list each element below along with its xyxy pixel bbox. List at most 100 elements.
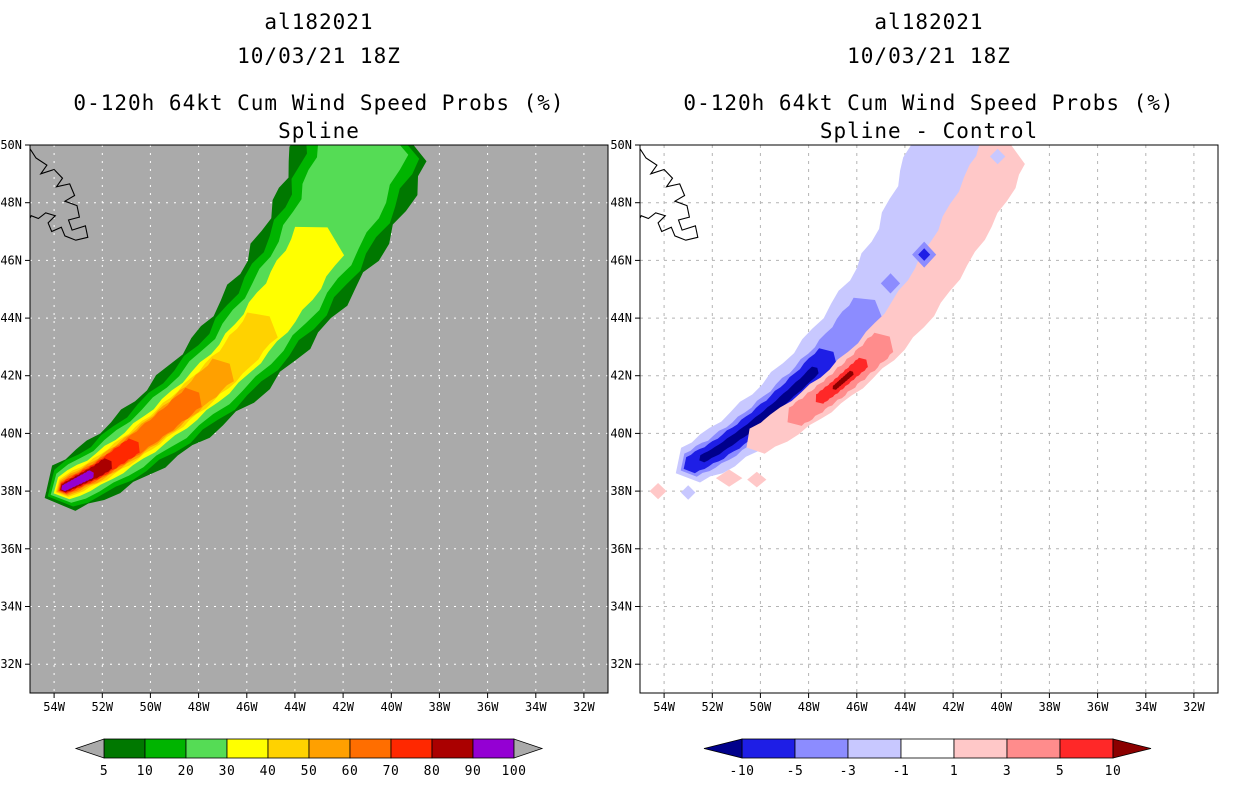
right-shaded-fields: [649, 145, 1025, 500]
left-shaded-fields: [44, 145, 427, 511]
difference-spot: [747, 471, 767, 488]
colorbar-label: 50: [301, 764, 318, 779]
colorbar-segment: [267, 738, 310, 759]
colorbar-label: -3: [840, 764, 857, 779]
colorbar-label: 80: [424, 764, 441, 779]
lon-tick-label: 42W: [332, 700, 354, 714]
right-colorbar: -10 -5 -3 -1 1 3 5 10: [703, 738, 1152, 779]
lat-tick-label: 36N: [0, 542, 22, 556]
lon-tick-label: 34W: [525, 700, 547, 714]
lat-tick-label: 50N: [0, 138, 22, 152]
right-storm-id: al182021: [874, 10, 983, 34]
colorbar-label: 30: [219, 764, 236, 779]
lon-tick-label: 36W: [477, 700, 499, 714]
lon-tick-label: 50W: [140, 700, 162, 714]
colorbar-label: 60: [342, 764, 359, 779]
lat-tick-label: 34N: [0, 600, 22, 614]
colorbar-label: 10: [137, 764, 154, 779]
lon-tick-label: 32W: [1183, 700, 1205, 714]
colorbar-below-arrow: [74, 738, 105, 759]
right-map-border: [639, 144, 1219, 694]
lat-tick-label: 40N: [610, 426, 632, 440]
left-storm-id: al182021: [264, 10, 373, 34]
colorbar-label: 40: [260, 764, 277, 779]
left-axis: 50N 48N 46N 44N 42N 40N 38N 36N 34N 32N 54W 52W 50W 4…: [0, 138, 595, 714]
colorbar-label: 1: [950, 764, 958, 779]
difference-spot: [989, 148, 1006, 165]
colorbar-segment: [900, 738, 955, 759]
left-colorbar: 5 10 20 30 40 50 60 70 80 90 100: [74, 738, 544, 779]
difference-spot: [715, 469, 743, 487]
lat-tick-label: 44N: [0, 311, 22, 325]
lat-tick-label: 36N: [610, 542, 632, 556]
colorbar-segment: [953, 738, 1008, 759]
probability-swath-band-30: [53, 226, 345, 500]
lon-tick-label: 34W: [1135, 700, 1157, 714]
left-datetime: 10/03/21 18Z: [237, 44, 401, 68]
colorbar-segment: [1059, 738, 1114, 759]
colorbar-label: -10: [730, 764, 755, 779]
lon-tick-label: 50W: [750, 700, 772, 714]
left-map: 50N 48N 46N 44N 42N 40N 38N 36N 34N 32N 54W 52W 50W 4…: [0, 138, 609, 714]
lat-tick-label: 40N: [0, 426, 22, 440]
lat-tick-label: 46N: [610, 253, 632, 267]
colorbar-segment: [144, 738, 187, 759]
lat-tick-label: 48N: [610, 196, 632, 210]
colorbar-segment: [349, 738, 392, 759]
lon-tick-label: 54W: [43, 700, 65, 714]
lon-tick-label: 54W: [653, 700, 675, 714]
lon-tick-label: 38W: [1039, 700, 1061, 714]
colorbar-segment: [472, 738, 515, 759]
colorbar-segment: [226, 738, 269, 759]
right-panel-header: al182021 10/03/21 18Z 0-120h 64kt Cum Wi…: [683, 10, 1174, 143]
coastline: [640, 147, 699, 241]
colorbar-above-arrow: [513, 738, 544, 759]
left-panel-header: al182021 10/03/21 18Z 0-120h 64kt Cum Wi…: [73, 10, 563, 143]
colorbar-label: -5: [787, 764, 804, 779]
negative-difference-swath-band--5: [683, 348, 837, 474]
colorbar-label: 20: [178, 764, 195, 779]
colorbar-label: 90: [465, 764, 482, 779]
lon-tick-label: 36W: [1087, 700, 1109, 714]
colorbar-segment: [103, 738, 146, 759]
left-gridlines: [30, 145, 608, 693]
probability-swath-band-90: [61, 470, 94, 492]
right-title: 0-120h 64kt Cum Wind Speed Probs (%): [683, 91, 1174, 115]
lat-tick-label: 38N: [0, 484, 22, 498]
lon-tick-label: 40W: [990, 700, 1012, 714]
lon-tick-label: 52W: [701, 700, 723, 714]
lon-tick-label: 48W: [798, 700, 820, 714]
lon-tick-label: 42W: [942, 700, 964, 714]
lon-tick-label: 32W: [573, 700, 595, 714]
lat-tick-label: 48N: [0, 196, 22, 210]
difference-spot: [918, 248, 931, 261]
colorbar-label: 5: [100, 764, 108, 779]
coastline: [30, 147, 89, 241]
lon-tick-label: 46W: [846, 700, 868, 714]
lat-tick-label: 44N: [610, 311, 632, 325]
lon-tick-label: 44W: [894, 700, 916, 714]
lat-tick-label: 42N: [0, 369, 22, 383]
lon-tick-label: 38W: [429, 700, 451, 714]
colorbar-label: 3: [1003, 764, 1011, 779]
left-map-border: [29, 144, 609, 694]
colorbar-segment: [794, 738, 849, 759]
lat-tick-label: 50N: [610, 138, 632, 152]
colorbar-label: -1: [893, 764, 910, 779]
colorbar-label: 70: [383, 764, 400, 779]
lon-tick-label: 40W: [380, 700, 402, 714]
colorbar-segment: [1006, 738, 1061, 759]
right-subtitle: Spline - Control: [820, 119, 1038, 143]
lon-tick-label: 46W: [236, 700, 258, 714]
colorbar-segment: [390, 738, 433, 759]
lon-tick-label: 48W: [188, 700, 210, 714]
colorbar-below-arrow: [703, 738, 743, 759]
right-axis: 50N 48N 46N 44N 42N 40N 38N 36N 34N 32N 54W 52W 50W 4…: [610, 138, 1205, 714]
lat-tick-label: 46N: [0, 253, 22, 267]
lat-tick-label: 32N: [610, 657, 632, 671]
colorbar-segment: [431, 738, 474, 759]
left-subtitle: Spline: [278, 119, 360, 143]
colorbar-segment: [185, 738, 228, 759]
